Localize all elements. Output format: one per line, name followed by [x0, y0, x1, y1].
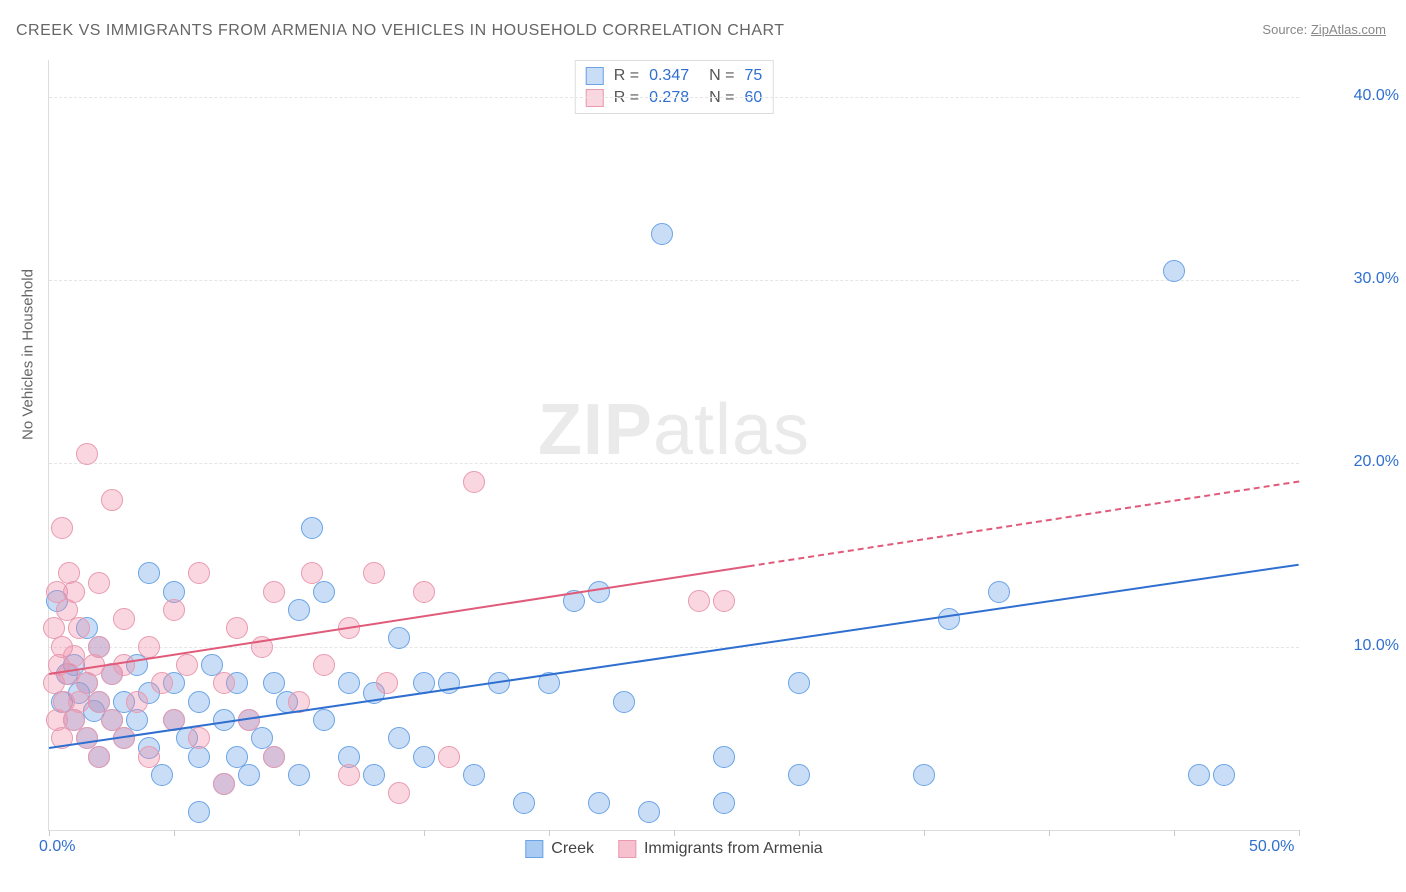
- legend-item: Immigrants from Armenia: [618, 840, 823, 858]
- data-point: [188, 562, 210, 584]
- data-point: [413, 581, 435, 603]
- data-point: [213, 773, 235, 795]
- data-point: [1163, 260, 1185, 282]
- data-point: [63, 581, 85, 603]
- data-point: [288, 599, 310, 621]
- source-link[interactable]: ZipAtlas.com: [1311, 22, 1386, 37]
- data-point: [188, 801, 210, 823]
- data-point: [138, 746, 160, 768]
- watermark: ZIPatlas: [538, 389, 810, 471]
- data-point: [688, 590, 710, 612]
- data-point: [788, 764, 810, 786]
- correlation-legend: R =0.347N =75R =0.278N =60: [575, 60, 774, 114]
- data-point: [51, 517, 73, 539]
- data-point: [113, 654, 135, 676]
- data-point: [588, 792, 610, 814]
- source-label: Source: ZipAtlas.com: [1262, 22, 1386, 37]
- data-point: [413, 746, 435, 768]
- series-legend: Creek Immigrants from Armenia: [525, 840, 822, 858]
- y-tick-label: 10.0%: [1309, 637, 1399, 655]
- legend-row: R =0.347N =75: [586, 65, 763, 87]
- data-point: [188, 691, 210, 713]
- data-point: [638, 801, 660, 823]
- data-point: [338, 672, 360, 694]
- data-point: [913, 764, 935, 786]
- data-point: [113, 608, 135, 630]
- data-point: [613, 691, 635, 713]
- legend-item: Creek: [525, 840, 594, 858]
- data-point: [376, 672, 398, 694]
- data-point: [388, 727, 410, 749]
- data-point: [301, 562, 323, 584]
- data-point: [263, 581, 285, 603]
- data-point: [88, 746, 110, 768]
- data-point: [713, 792, 735, 814]
- data-point: [151, 764, 173, 786]
- trend-line: [49, 482, 1299, 674]
- data-point: [463, 764, 485, 786]
- data-point: [188, 727, 210, 749]
- y-tick-label: 40.0%: [1309, 87, 1399, 105]
- data-point: [88, 572, 110, 594]
- x-tick-label: 0.0%: [39, 838, 75, 856]
- data-point: [313, 654, 335, 676]
- data-point: [513, 792, 535, 814]
- data-point: [68, 617, 90, 639]
- data-point: [151, 672, 173, 694]
- data-point: [313, 709, 335, 731]
- data-point: [88, 636, 110, 658]
- chart-title: CREEK VS IMMIGRANTS FROM ARMENIA NO VEHI…: [16, 22, 785, 40]
- data-point: [63, 645, 85, 667]
- data-point: [363, 764, 385, 786]
- data-point: [788, 672, 810, 694]
- data-point: [988, 581, 1010, 603]
- data-point: [438, 746, 460, 768]
- data-point: [463, 471, 485, 493]
- data-point: [163, 599, 185, 621]
- data-point: [238, 764, 260, 786]
- data-point: [213, 672, 235, 694]
- data-point: [313, 581, 335, 603]
- data-point: [388, 627, 410, 649]
- y-axis-label: No Vehicles in Household: [20, 269, 37, 440]
- trend-line: [49, 564, 1299, 747]
- data-point: [176, 654, 198, 676]
- data-point: [126, 691, 148, 713]
- data-point: [651, 223, 673, 245]
- data-point: [363, 562, 385, 584]
- data-point: [338, 764, 360, 786]
- x-tick-label: 50.0%: [1249, 838, 1294, 856]
- y-tick-label: 20.0%: [1309, 453, 1399, 471]
- data-point: [101, 489, 123, 511]
- data-point: [263, 746, 285, 768]
- data-point: [938, 608, 960, 630]
- scatter-plot: ZIPatlas R =0.347N =75R =0.278N =60 Cree…: [48, 60, 1299, 831]
- y-tick-label: 30.0%: [1309, 270, 1399, 288]
- data-point: [138, 562, 160, 584]
- data-point: [1213, 764, 1235, 786]
- data-point: [138, 636, 160, 658]
- legend-row: R =0.278N =60: [586, 87, 763, 109]
- data-point: [1188, 764, 1210, 786]
- data-point: [288, 764, 310, 786]
- data-point: [226, 617, 248, 639]
- data-point: [588, 581, 610, 603]
- data-point: [713, 746, 735, 768]
- data-point: [301, 517, 323, 539]
- data-point: [713, 590, 735, 612]
- data-point: [388, 782, 410, 804]
- data-point: [76, 443, 98, 465]
